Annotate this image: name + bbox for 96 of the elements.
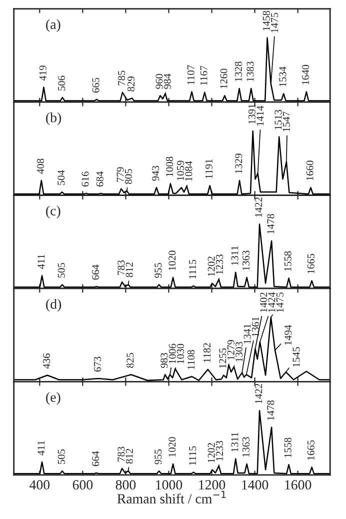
annotation: 1279 — [227, 340, 234, 360]
annotation: 1341 — [244, 324, 251, 344]
annotation: 616 — [82, 172, 89, 186]
annotation: 825 — [126, 352, 134, 368]
annotation: 1260 — [220, 68, 228, 88]
annotation: 436 — [43, 354, 50, 369]
annotation: 1030 — [177, 344, 184, 364]
annotation: 1475 — [276, 292, 284, 312]
text: (a) — [46, 19, 60, 32]
annotation: 1084 — [185, 161, 192, 181]
annotation: 1391 — [248, 104, 256, 124]
x-tick-label: 1200 — [199, 480, 226, 490]
annotation: 984 — [164, 74, 171, 89]
annotation: 1402 — [260, 292, 268, 312]
annotation: 1478 — [267, 400, 274, 420]
annotation: 1558 — [284, 251, 292, 271]
annotation: 504 — [58, 170, 65, 185]
annotation: 1006 — [168, 344, 176, 364]
annotation: 408 — [36, 158, 44, 174]
annotation: 785 — [118, 70, 126, 86]
annotation: 1108 — [188, 350, 195, 370]
text: (e) — [46, 392, 60, 405]
annotation: 419 — [39, 66, 46, 81]
annotation: 1255 — [219, 348, 226, 368]
annotation: 960 — [156, 74, 163, 89]
annotation: 1363 — [242, 437, 250, 457]
annotation: 411 — [38, 254, 45, 269]
annotation: 943 — [152, 166, 160, 181]
annotation: 812 — [126, 262, 133, 278]
annotation: 1008 — [166, 156, 174, 176]
annotation: 829 — [128, 76, 135, 92]
annotation: 1059 — [177, 160, 184, 180]
annotation: 1547 — [282, 112, 290, 132]
annotation: 1311 — [231, 246, 238, 266]
annotation: 955 — [154, 262, 162, 278]
x-tick-label: 400 — [30, 480, 50, 490]
text: (c) — [46, 206, 60, 218]
annotation: 1660 — [306, 160, 314, 180]
annotation: 673 — [94, 356, 101, 372]
annotation: 505 — [58, 262, 65, 278]
annotation: 1233 — [216, 440, 223, 460]
annotation: 1665 — [307, 254, 314, 274]
annotation: 1478 — [267, 214, 274, 234]
annotation: 955 — [154, 449, 162, 464]
annotation: 1020 — [168, 437, 176, 457]
annotation: 1303 — [236, 342, 243, 362]
annotation: 1458 — [262, 10, 270, 30]
x-tick-label: 1600 — [285, 480, 312, 490]
annotation: 1422 — [255, 384, 262, 404]
annotation: 1534 — [279, 66, 286, 86]
annotation: 1424 — [268, 292, 276, 312]
text: (d) — [46, 298, 62, 312]
annotation: 783 — [118, 260, 125, 275]
annotation: 1414 — [256, 106, 264, 126]
annotation: 1513 — [274, 110, 282, 130]
x-tick-label: 1000 — [156, 480, 182, 490]
annotation: 664 — [92, 264, 100, 280]
annotation: 1182 — [203, 343, 210, 362]
annotation: 779 — [116, 167, 124, 182]
annotation: 411 — [38, 440, 45, 456]
annotation: 783 — [118, 446, 125, 462]
annotation: 505 — [58, 449, 65, 464]
text: (b) — [46, 112, 62, 126]
annotation: 1115 — [189, 446, 196, 465]
annotation: 1020 — [168, 250, 176, 270]
annotation: 664 — [92, 451, 100, 466]
x-axis-title: Raman shift / cm$^{−1}$ — [117, 490, 226, 504]
annotation: 1328 — [234, 62, 242, 82]
annotation: 506 — [58, 76, 66, 90]
annotation: 1202 — [208, 443, 215, 462]
annotation: 1167 — [200, 66, 208, 86]
annotation: 1329 — [235, 154, 242, 174]
annotation: 1494 — [284, 325, 292, 345]
annotation: 1202 — [208, 256, 215, 276]
annotation: 812 — [126, 448, 133, 464]
annotation: 1361 — [252, 317, 259, 336]
annotation: 1422 — [255, 197, 262, 217]
annotation: 1640 — [302, 64, 310, 84]
annotation: 1363 — [242, 250, 250, 270]
annotation: 805 — [124, 169, 132, 184]
annotation: 1665 — [307, 440, 314, 460]
annotation: 684 — [96, 171, 104, 186]
annotation: 1311 — [231, 432, 238, 452]
annotation: 1107 — [187, 65, 194, 84]
annotation: 1475 — [271, 12, 278, 32]
annotation: 1383 — [246, 62, 254, 82]
x-tick-label: 800 — [116, 480, 136, 490]
annotation: 1558 — [284, 438, 292, 458]
x-tick-label: 1400 — [242, 480, 268, 490]
annotation: 1233 — [216, 254, 223, 274]
annotation: 1191 — [205, 159, 212, 178]
annotation: 1115 — [189, 260, 196, 279]
x-tick-label: 600 — [72, 480, 93, 490]
annotation: 983 — [160, 352, 168, 368]
annotation: 1545 — [292, 347, 300, 367]
annotation: 665 — [92, 78, 100, 93]
